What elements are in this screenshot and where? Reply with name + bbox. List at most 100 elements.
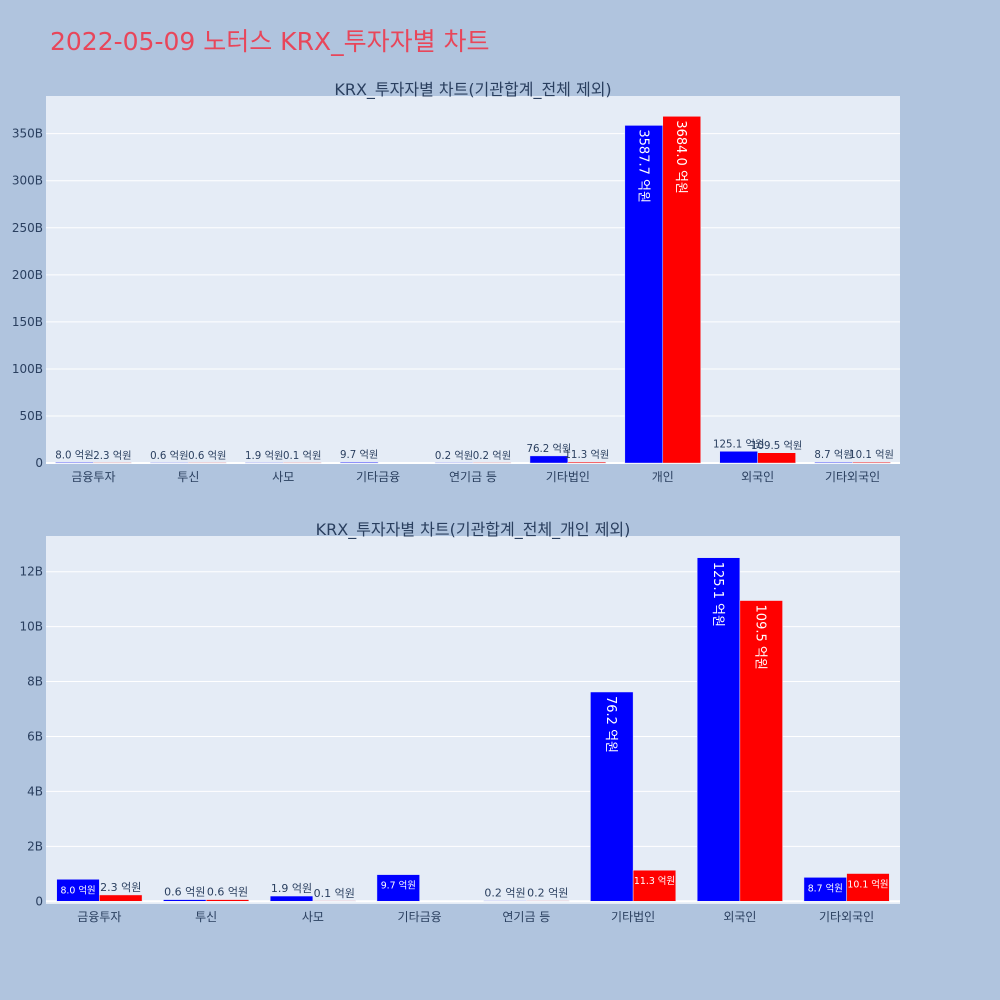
data-label: 11.3 억원 <box>564 449 609 461</box>
bar <box>846 873 890 902</box>
data-label: 8.0 억원 <box>55 449 93 461</box>
bar <box>434 462 474 464</box>
bar <box>696 557 741 902</box>
bar <box>472 462 512 464</box>
data-label: 11.3 억원 <box>634 875 675 887</box>
y-tick-label: 0 <box>35 456 43 470</box>
y-tick-label: 350B <box>12 127 43 141</box>
bar <box>483 900 527 902</box>
x-tick-label: 투신 <box>177 470 199 484</box>
data-label: 109.5 억원 <box>753 605 768 670</box>
data-label: 0.6 억원 <box>150 450 188 462</box>
data-label: 0.2 억원 <box>473 450 511 462</box>
y-tick-label: 4B <box>27 784 43 798</box>
bar <box>662 116 701 464</box>
x-tick-label: 사모 <box>272 470 294 484</box>
y-tick-label: 12B <box>19 565 43 579</box>
bar <box>376 874 420 902</box>
data-label: 2.3 억원 <box>100 881 141 894</box>
bar <box>632 869 677 902</box>
y-tick-label: 250B <box>12 221 43 235</box>
data-label: 0.6 억원 <box>188 450 226 462</box>
y-tick-label: 2B <box>27 839 43 853</box>
y-tick-label: 6B <box>27 729 43 743</box>
chart-excluding-institutions: KRX_투자자별 차트(기관합계_전체 제외) 0 50B 100B 150B 200B 2… <box>12 80 900 484</box>
x-tick-label: 외국인 <box>741 470 774 484</box>
bar <box>282 462 322 464</box>
x-tick-label: 금융투자 <box>77 910 121 924</box>
x-tick-label: 연기금 등 <box>449 470 497 484</box>
data-label: 76.2 억원 <box>603 696 618 753</box>
bar <box>590 691 634 902</box>
data-label: 3684.0 억원 <box>673 120 688 194</box>
y-tick-label: 200B <box>12 268 43 282</box>
bar <box>150 462 189 464</box>
bar <box>814 461 853 464</box>
data-label: 125.1 억원 <box>710 562 725 627</box>
data-label: 9.7 억원 <box>381 880 416 892</box>
data-label: 0.1 억원 <box>314 887 355 900</box>
bar <box>163 899 207 902</box>
page-title: 2022-05-09 노터스 KRX_투자자별 차트 <box>50 27 490 56</box>
bar <box>529 455 569 464</box>
data-label: 10.1 억원 <box>849 449 894 461</box>
data-label: 3587.7 억원 <box>635 129 650 203</box>
x-tick-label: 기타금융 <box>356 470 400 484</box>
x-tick-label: 연기금 등 <box>502 910 550 924</box>
chart-title: KRX_투자자별 차트(기관합계_전체_개인 제외) <box>316 520 631 540</box>
x-tick-label: 기타금융 <box>398 910 442 924</box>
bar <box>757 452 796 464</box>
bar <box>93 462 132 464</box>
bar <box>852 461 891 464</box>
bar <box>567 461 607 464</box>
x-tick-label: 외국인 <box>723 910 756 924</box>
x-tick-label: 기타법인 <box>611 910 655 924</box>
x-tick-label: 기타외국인 <box>825 470 880 484</box>
y-tick-label: 50B <box>19 409 43 423</box>
data-label: 0.2 억원 <box>484 887 525 900</box>
bar <box>739 600 783 902</box>
chart-title: KRX_투자자별 차트(기관합계_전체 제외) <box>334 80 611 100</box>
bar <box>205 899 250 902</box>
x-tick-label: 금융투자 <box>71 470 115 484</box>
data-label: 1.9 억원 <box>245 450 283 462</box>
data-label: 109.5 억원 <box>751 440 802 452</box>
data-label: 9.7 억원 <box>340 449 378 461</box>
bar <box>245 462 284 464</box>
y-tick-label: 100B <box>12 362 43 376</box>
y-tick-label: 300B <box>12 174 43 188</box>
y-tick-label: 0 <box>35 894 43 908</box>
x-tick-label: 기타외국인 <box>819 910 874 924</box>
y-tick-label: 10B <box>19 620 43 634</box>
bar <box>526 900 570 902</box>
x-tick-label: 개인 <box>652 470 674 484</box>
chart-excluding-institutions-and-individuals: KRX_투자자별 차트(기관합계_전체_개인 제외) 0 2B 4B 6B 8B 10B 12… <box>19 520 900 924</box>
data-label: 10.1 억원 <box>847 879 888 891</box>
y-tick-label: 8B <box>27 675 43 689</box>
data-label: 0.2 억원 <box>527 887 568 900</box>
bar <box>719 451 758 464</box>
bar <box>55 462 94 464</box>
bar <box>56 879 100 902</box>
data-label: 0.2 억원 <box>435 450 473 462</box>
data-label: 76.2 억원 <box>526 443 571 455</box>
bar <box>269 895 314 902</box>
bar <box>339 461 379 464</box>
data-label: 8.7 억원 <box>814 449 852 461</box>
data-label: 125.1 억원 <box>713 438 764 450</box>
bar <box>99 894 143 902</box>
data-label: 8.7 억원 <box>808 882 843 894</box>
data-label: 0.6 억원 <box>164 886 205 899</box>
plot-area <box>46 96 900 464</box>
data-label: 2.3 억원 <box>93 450 131 462</box>
bar <box>312 900 356 902</box>
data-label: 8.0 억원 <box>60 884 95 896</box>
y-tick-label: 150B <box>12 315 43 329</box>
bar <box>624 125 664 464</box>
x-tick-label: 기타법인 <box>546 470 590 484</box>
x-tick-label: 투신 <box>195 910 217 924</box>
data-label: 1.9 억원 <box>271 882 312 895</box>
data-label: 0.1 억원 <box>283 450 321 462</box>
x-tick-label: 사모 <box>302 910 324 924</box>
bar <box>188 462 227 464</box>
